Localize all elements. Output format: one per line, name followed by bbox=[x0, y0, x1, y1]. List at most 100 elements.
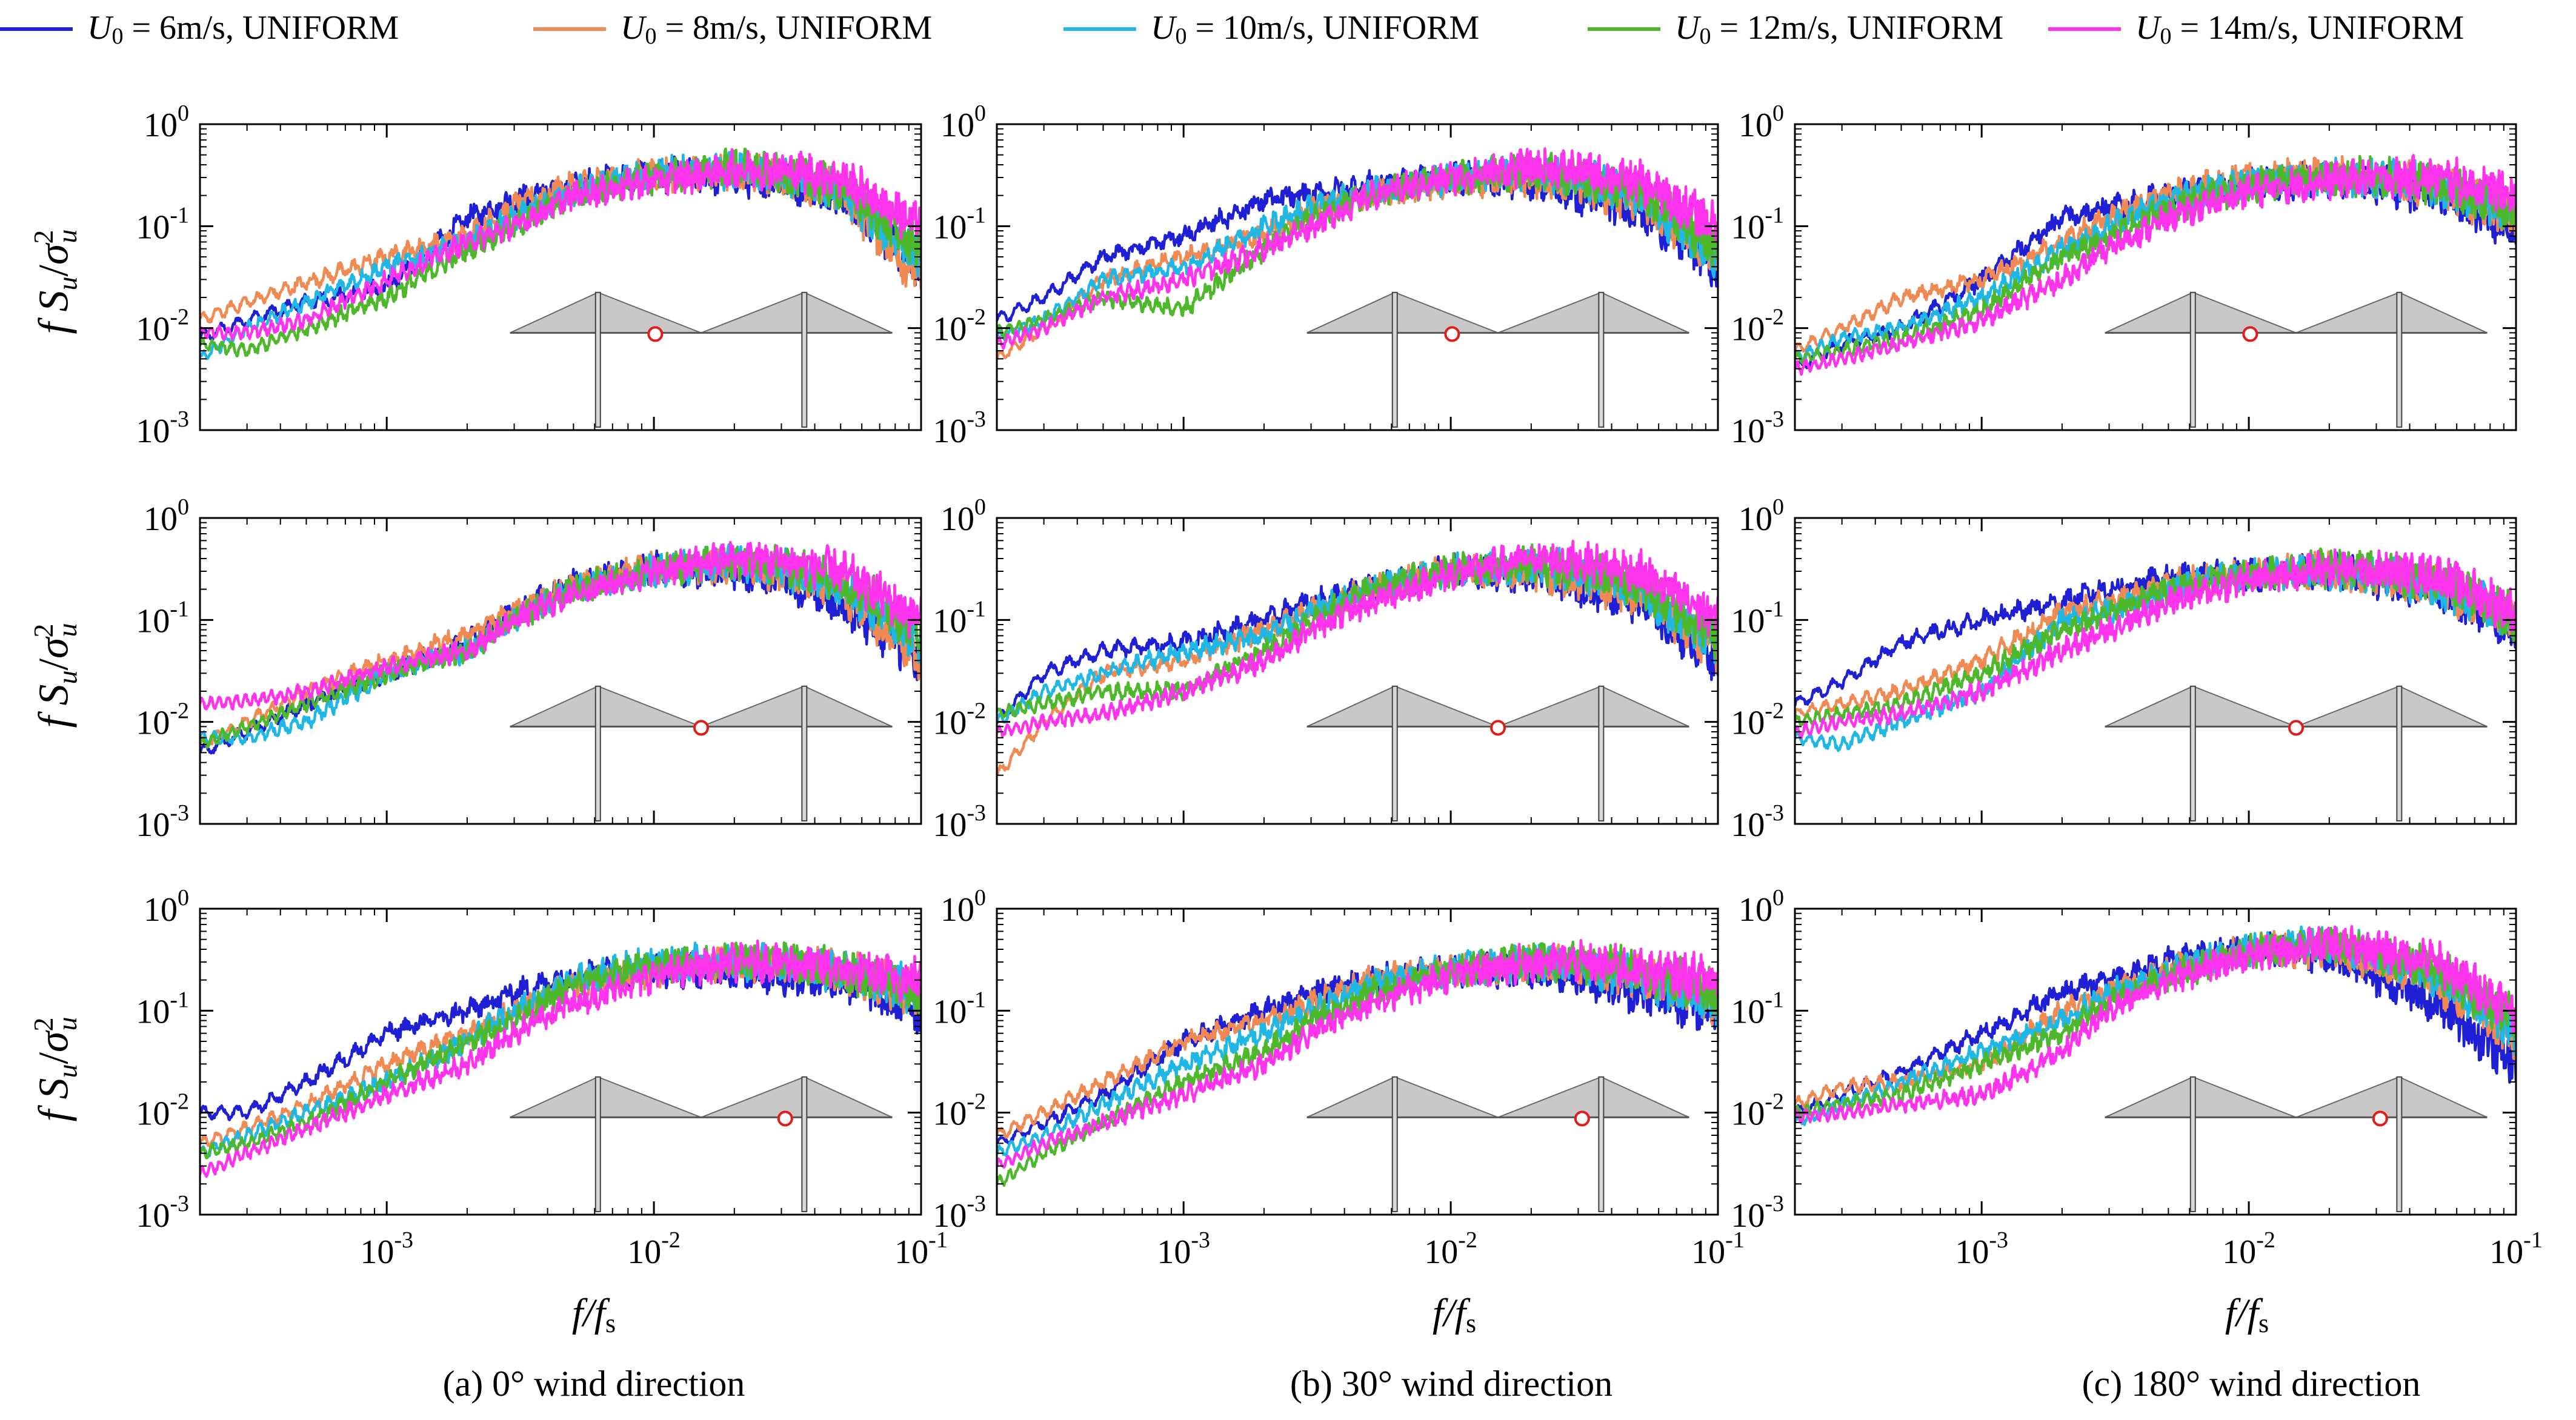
y-tick-label: 100 bbox=[144, 494, 189, 538]
legend-item-u12: U0 = 12m/s, UNIFORM bbox=[1588, 5, 2003, 53]
measurement-point-marker bbox=[647, 326, 664, 342]
bridge-schematic bbox=[1306, 685, 1689, 821]
y-tick-label: 10-1 bbox=[136, 596, 189, 640]
y-tick-label: 10-3 bbox=[136, 406, 189, 450]
plot-frame bbox=[996, 123, 1719, 431]
bridge-cable-fan bbox=[2105, 291, 2297, 334]
bridge-cable-fan bbox=[2105, 685, 2297, 728]
legend-item-u10: U0 = 10m/s, UNIFORM bbox=[1063, 5, 1479, 53]
legend: U0 = 6m/s, UNIFORM U0 = 8m/s, UNIFORM U0… bbox=[0, 0, 2576, 67]
plot-frame bbox=[1794, 123, 2517, 431]
x-tick-label: 10-3 bbox=[1157, 1227, 1210, 1271]
series-line-14ms bbox=[200, 939, 921, 1178]
series-line-6ms bbox=[1795, 931, 2516, 1116]
caption-c: (c) 180° wind direction bbox=[2082, 1364, 2421, 1404]
bridge-schematic bbox=[2105, 291, 2488, 428]
y-tick-label: 10-1 bbox=[1731, 987, 1784, 1030]
legend-item-u8: U0 = 8m/s, UNIFORM bbox=[533, 5, 932, 53]
panel-b-row1: 100 10-1 10-2 10-3 bbox=[933, 101, 1719, 450]
bridge-cable-fan bbox=[510, 685, 702, 728]
bridge-tower bbox=[2396, 685, 2403, 821]
x-tick-label: 10-2 bbox=[627, 1227, 681, 1271]
series-line-12ms bbox=[997, 940, 1718, 1187]
measurement-point-marker bbox=[1574, 1110, 1590, 1127]
panel-a-row3: 100 10-1 10-2 10-3 10-3 10-2 10-1 bbox=[136, 885, 947, 1271]
bridge-tower bbox=[1598, 1076, 1605, 1212]
bridge-schematic bbox=[510, 1076, 893, 1212]
y-tick-label: 10-3 bbox=[1731, 1191, 1784, 1235]
measurement-point-marker bbox=[2242, 326, 2258, 342]
bridge-cable-fan bbox=[1497, 291, 1689, 334]
bridge-tower bbox=[801, 685, 808, 821]
xlabel-col-c: f/fs bbox=[2225, 1291, 2269, 1338]
bridge-schematic bbox=[1306, 1076, 1689, 1212]
y-tick-label: 10-1 bbox=[933, 987, 986, 1030]
bridge-tower bbox=[2189, 291, 2196, 428]
panel-c-row2: 100 10-1 10-2 10-3 bbox=[1731, 494, 2517, 844]
plot-frame bbox=[199, 123, 922, 431]
y-tick-label: 10-3 bbox=[1731, 406, 1784, 450]
y-tick-label: 100 bbox=[1739, 494, 1784, 538]
bridge-schematic bbox=[510, 291, 893, 428]
y-tick-label: 100 bbox=[1739, 885, 1784, 929]
plot-frame bbox=[199, 907, 922, 1216]
plot-frame bbox=[996, 907, 1719, 1216]
series-line-14ms bbox=[1795, 548, 2516, 739]
bridge-cable-fan bbox=[2295, 1076, 2488, 1118]
y-tick-label: 10-2 bbox=[933, 698, 986, 742]
bridge-tower bbox=[2396, 291, 2403, 428]
y-tick-label: 100 bbox=[940, 101, 986, 144]
xlabel-col-a: f/fs bbox=[571, 1291, 616, 1338]
x-tick-label: 10-1 bbox=[2489, 1227, 2543, 1271]
bridge-tower bbox=[594, 685, 601, 821]
xlabel-col-b: f/fs bbox=[1432, 1291, 1477, 1338]
y-tick-label: 10-3 bbox=[933, 406, 986, 450]
y-tick-label: 10-2 bbox=[1731, 698, 1784, 742]
y-tick-label: 10-2 bbox=[933, 1089, 986, 1133]
series-line-12ms bbox=[1795, 547, 2516, 727]
caption-a: (a) 0° wind direction bbox=[442, 1364, 745, 1404]
measurement-point-marker bbox=[2288, 720, 2305, 736]
y-tick-label: 10-2 bbox=[933, 305, 986, 348]
bridge-cable-fan bbox=[2105, 1076, 2297, 1118]
y-tick-label: 10-1 bbox=[136, 987, 189, 1030]
legend-swatch-u10 bbox=[1063, 27, 1136, 31]
series-line-14ms bbox=[1795, 154, 2516, 376]
bridge-schematic bbox=[1306, 291, 1689, 428]
legend-item-u14: U0 = 14m/s, UNIFORM bbox=[2048, 5, 2464, 53]
panel-a-row2: 100 10-1 10-2 10-3 bbox=[136, 494, 922, 844]
y-tick-label: 100 bbox=[940, 885, 986, 929]
y-tick-label: 100 bbox=[1739, 101, 1784, 144]
plot-frame bbox=[199, 517, 922, 825]
bridge-tower bbox=[594, 291, 601, 428]
series-line-14ms bbox=[1795, 924, 2516, 1124]
bridge-cable-fan bbox=[701, 291, 893, 334]
panel-c-row3: 100 10-1 10-2 10-3 10-3 10-2 10-1 bbox=[1731, 885, 2542, 1271]
legend-swatch-u6 bbox=[0, 27, 73, 31]
series-line-14ms bbox=[997, 147, 1718, 350]
bridge-cable-fan bbox=[1306, 291, 1499, 334]
bridge-cable-fan bbox=[1306, 685, 1499, 728]
series-line-12ms bbox=[997, 543, 1718, 718]
panel-b-row3: 100 10-1 10-2 10-3 10-3 10-2 10-1 bbox=[933, 885, 1744, 1271]
bridge-tower bbox=[1598, 685, 1605, 821]
bridge-schematic bbox=[2105, 685, 2488, 821]
plot-frame bbox=[1794, 907, 2517, 1216]
measurement-point-marker bbox=[1490, 720, 1506, 736]
legend-label-u12: U0 = 12m/s, UNIFORM bbox=[1675, 9, 2004, 49]
bridge-tower bbox=[1391, 685, 1398, 821]
bridge-cable-fan bbox=[2295, 685, 2488, 728]
bridge-tower bbox=[1391, 1076, 1398, 1212]
legend-label-u10: U0 = 10m/s, UNIFORM bbox=[1151, 9, 1480, 49]
y-tick-label: 10-1 bbox=[1731, 596, 1784, 640]
y-tick-label: 10-2 bbox=[136, 698, 189, 742]
legend-label-u14: U0 = 14m/s, UNIFORM bbox=[2135, 9, 2465, 49]
x-tick-label: 10-3 bbox=[1955, 1227, 2008, 1271]
legend-label-u6: U0 = 6m/s, UNIFORM bbox=[87, 9, 399, 49]
measurement-point-marker bbox=[777, 1110, 793, 1127]
bridge-schematic bbox=[510, 685, 893, 821]
y-tick-label: 10-3 bbox=[933, 1191, 986, 1235]
x-tick-label: 10-1 bbox=[1691, 1227, 1745, 1271]
y-tick-label: 100 bbox=[144, 885, 189, 929]
